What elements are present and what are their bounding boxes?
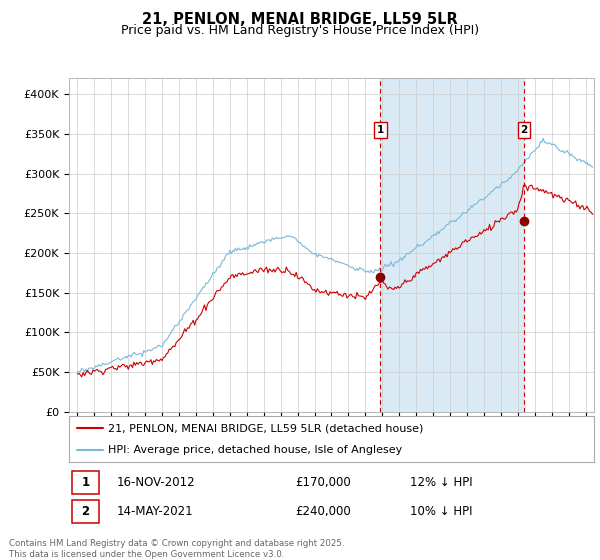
FancyBboxPatch shape xyxy=(71,470,99,494)
Text: 1: 1 xyxy=(81,475,89,489)
Bar xyxy=(380,78,524,412)
Text: £240,000: £240,000 xyxy=(295,505,350,519)
Text: 21, PENLON, MENAI BRIDGE, LL59 5LR: 21, PENLON, MENAI BRIDGE, LL59 5LR xyxy=(142,12,458,27)
Text: 14-MAY-2021: 14-MAY-2021 xyxy=(116,505,193,519)
Text: Contains HM Land Registry data © Crown copyright and database right 2025.
This d: Contains HM Land Registry data © Crown c… xyxy=(9,539,344,559)
Text: 21, PENLON, MENAI BRIDGE, LL59 5LR (detached house): 21, PENLON, MENAI BRIDGE, LL59 5LR (deta… xyxy=(109,423,424,433)
Text: 16-NOV-2012: 16-NOV-2012 xyxy=(116,475,195,489)
Text: £170,000: £170,000 xyxy=(295,475,350,489)
Text: 2: 2 xyxy=(81,505,89,519)
Text: 1: 1 xyxy=(377,125,384,135)
FancyBboxPatch shape xyxy=(71,500,99,524)
Text: HPI: Average price, detached house, Isle of Anglesey: HPI: Average price, detached house, Isle… xyxy=(109,445,403,455)
Text: 2: 2 xyxy=(520,125,527,135)
Text: 10% ↓ HPI: 10% ↓ HPI xyxy=(410,505,473,519)
Text: Price paid vs. HM Land Registry's House Price Index (HPI): Price paid vs. HM Land Registry's House … xyxy=(121,24,479,37)
Text: 12% ↓ HPI: 12% ↓ HPI xyxy=(410,475,473,489)
